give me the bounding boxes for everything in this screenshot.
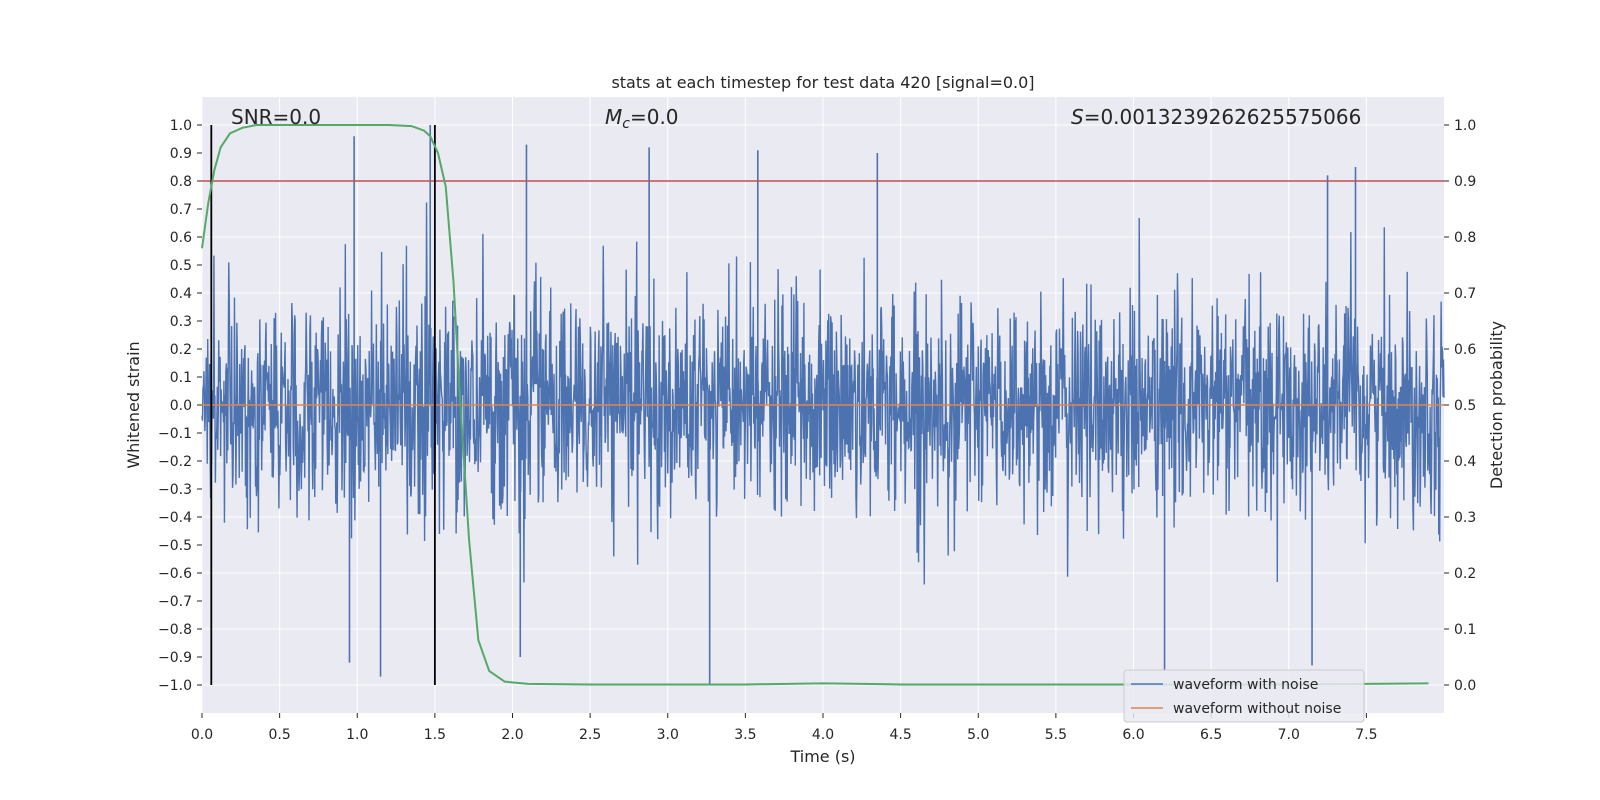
legend: waveform with noise waveform without noi…: [1123, 669, 1365, 723]
y-left-tick-label: −0.7: [158, 594, 192, 610]
y-right-tick-label: 0.3: [1454, 510, 1476, 526]
y-left-tick-label: 0.3: [170, 314, 192, 330]
y-right-tick-label: 0.1: [1454, 622, 1476, 638]
x-tick-label: 6.0: [1122, 727, 1144, 743]
y-right-tick-label: 0.8: [1454, 230, 1476, 246]
x-tick-label: 3.0: [657, 727, 679, 743]
overlay-lines: [201, 124, 1444, 686]
y-right-tick-label: 0.9: [1454, 174, 1476, 190]
x-tick-label: 1.5: [424, 727, 446, 743]
chirp-mass-annotation: Mc=0.0: [605, 105, 679, 132]
x-tick-label: 6.5: [1200, 727, 1222, 743]
y-left-tick-label: 0.1: [170, 370, 192, 386]
x-tick-label: 7.0: [1278, 727, 1300, 743]
x-tick-label: 2.0: [501, 727, 523, 743]
y-left-tick-label: 0.2: [170, 342, 192, 358]
y-axis-right: 0.0 0.1 0.2 0.3 0.4 0.5 0.6 0.7 0.8 0.9 1.0: [1444, 118, 1476, 694]
y-right-tick-label: 0.5: [1454, 398, 1476, 414]
y-left-tick-label: 0.4: [170, 286, 192, 302]
y-right-tick-label: 1.0: [1454, 118, 1476, 134]
y-left-tick-label: −0.6: [158, 566, 192, 582]
x-tick-label: 1.0: [346, 727, 368, 743]
detection-probability-line: [201, 124, 1429, 686]
x-tick-label: 3.5: [734, 727, 756, 743]
x-tick-label: 0.0: [191, 727, 213, 743]
y-left-tick-label: −0.4: [158, 510, 192, 526]
y-left-tick-label: 0.5: [170, 258, 192, 274]
y-right-tick-label: 0.0: [1454, 678, 1476, 694]
legend-box: [1123, 669, 1365, 723]
y-axis-label-right: Detection probability: [1487, 321, 1506, 489]
legend-label-waveform-without-noise: waveform without noise: [1173, 701, 1341, 717]
x-axis: 0.0 0.5 1.0 1.5 2.0 2.5 3.0 3.5 4.0 4.5 5.0 5.5 6.0 6…: [191, 713, 1378, 743]
y-left-tick-label: 0.8: [170, 174, 192, 190]
y-left-tick-label: −0.8: [158, 622, 192, 638]
y-left-tick-label: 0.0: [170, 398, 192, 414]
y-right-tick-label: 0.4: [1454, 454, 1476, 470]
legend-label-waveform-with-noise: waveform with noise: [1173, 677, 1318, 693]
x-tick-label: 5.5: [1045, 727, 1067, 743]
snr-annotation: SNR=0.0: [231, 105, 321, 129]
x-tick-label: 4.5: [889, 727, 911, 743]
y-left-tick-label: −0.2: [158, 454, 192, 470]
y-left-tick-label: −1.0: [158, 678, 192, 694]
x-tick-label: 2.5: [579, 727, 601, 743]
y-left-tick-label: −0.9: [158, 650, 192, 666]
x-tick-label: 4.0: [812, 727, 834, 743]
x-tick-label: 0.5: [268, 727, 290, 743]
y-right-tick-label: 0.7: [1454, 286, 1476, 302]
y-axis-left: −1.0 −0.9 −0.8 −0.7 −0.6 −0.5 −0.4 −0.3 −0.2 −0.1…: [158, 118, 202, 694]
x-axis-label: Time (s): [789, 747, 855, 766]
y-right-tick-label: 0.2: [1454, 566, 1476, 582]
y-left-tick-label: 0.9: [170, 146, 192, 162]
x-tick-label: 5.0: [967, 727, 989, 743]
y-left-tick-label: 1.0: [170, 118, 192, 134]
x-tick-label: 7.5: [1355, 727, 1377, 743]
y-left-tick-label: 0.6: [170, 230, 192, 246]
y-left-tick-label: −0.1: [158, 426, 192, 442]
y-left-tick-label: −0.3: [158, 482, 192, 498]
chart-title: stats at each timestep for test data 420…: [611, 73, 1034, 92]
y-left-tick-label: 0.7: [170, 202, 192, 218]
y-right-tick-label: 0.6: [1454, 342, 1476, 358]
y-left-tick-label: −0.5: [158, 538, 192, 554]
y-axis-label-left: Whitened strain: [124, 341, 143, 468]
s-statistic-annotation: S=0.0013239262625575066: [1071, 105, 1361, 129]
